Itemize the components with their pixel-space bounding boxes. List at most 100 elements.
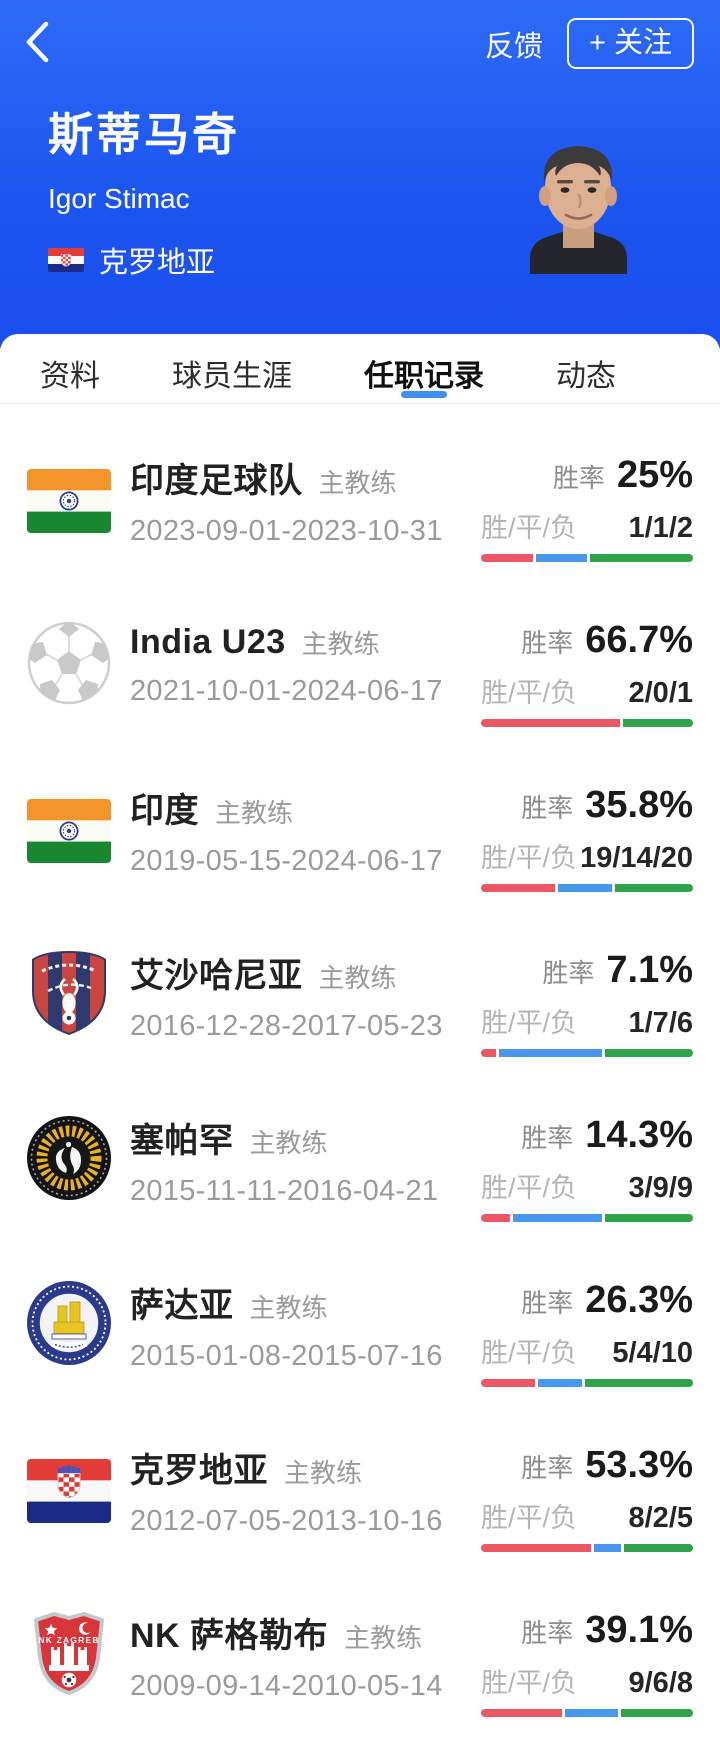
- tab-label: 资料: [40, 359, 100, 393]
- bar-win-segment: [481, 553, 533, 562]
- bar-draw-segment: [538, 1378, 582, 1387]
- wdl-line: 胜/平/负 9/6/8: [481, 1661, 693, 1700]
- wdl-bar: [481, 1048, 693, 1057]
- bar-win-segment: [481, 883, 555, 892]
- win-rate-label: 胜率: [542, 957, 595, 988]
- india-flag-icon: [27, 468, 111, 533]
- coach-identity: 斯蒂马奇 Igor Stimac: [48, 98, 240, 281]
- coach-role-label: 主教练: [318, 468, 397, 498]
- follow-button[interactable]: + 关注: [567, 18, 694, 69]
- wdl-label: 胜/平/负: [481, 1337, 578, 1368]
- coach-role-label: 主教练: [318, 963, 397, 993]
- record-stats: 胜率 26.3% 胜/平/负 5/4/10: [481, 1279, 693, 1387]
- wdl-line: 胜/平/负 1/1/2: [481, 506, 693, 545]
- wdl-bar: [481, 1708, 693, 1717]
- tab-news[interactable]: 动态: [556, 342, 616, 403]
- record-info: 塞帕罕 主教练 2015-11-11-2016-04-21: [112, 1113, 481, 1208]
- wdl-bar: [481, 1378, 693, 1387]
- team-name: 塞帕罕: [130, 1122, 234, 1160]
- wdl-value: 19/14/20: [580, 841, 693, 874]
- win-rate-value: 39.1%: [585, 1608, 693, 1651]
- win-rate-label: 胜率: [521, 792, 574, 823]
- wdl-value: 2/0/1: [628, 676, 694, 709]
- records-list: 印度足球队 主教练 2023-09-01-2023-10-31 胜率 25% 胜…: [0, 404, 720, 1738]
- win-rate-value: 35.8%: [585, 783, 693, 826]
- win-rate-value: 66.7%: [585, 618, 693, 661]
- record-row-3[interactable]: 艾沙哈尼亚 主教练 2016-12-28-2017-05-23 胜率 7.1% …: [0, 913, 720, 1078]
- record-title-line: 印度 主教练: [130, 783, 481, 832]
- win-rate-line: 胜率 7.1%: [481, 949, 693, 992]
- win-rate-label: 胜率: [521, 1452, 574, 1483]
- record-row-2[interactable]: 印度 主教练 2019-05-15-2024-06-17 胜率 35.8% 胜/…: [0, 748, 720, 913]
- tab-player-career[interactable]: 球员生涯: [172, 342, 292, 403]
- profile-header: 反馈 + 关注 斯蒂马奇 Igor Stimac: [0, 0, 720, 348]
- record-stats: 胜率 14.3% 胜/平/负 3/9/9: [481, 1114, 693, 1222]
- record-title-line: 克罗地亚 主教练: [130, 1443, 481, 1492]
- win-rate-label: 胜率: [521, 1617, 574, 1648]
- nationality-label: 克罗地亚: [99, 247, 216, 279]
- al-shahania-crest-icon: [31, 951, 107, 1040]
- coach-photo: [505, 116, 652, 274]
- bar-win-segment: [481, 1543, 591, 1552]
- bar-win-segment: [481, 1708, 562, 1717]
- bar-win-segment: [481, 1213, 511, 1222]
- record-stats: 胜率 35.8% 胜/平/负 19/14/20: [481, 784, 693, 892]
- bar-loss-segment: [615, 883, 693, 892]
- content-card: 资料 球员生涯 任职记录 动态 印度足球队 主教练 2023-09-01-2023-1…: [0, 334, 720, 1743]
- record-title-line: 萨达亚 主教练: [130, 1278, 481, 1327]
- wdl-line: 胜/平/负 8/2/5: [481, 1496, 693, 1535]
- bar-win-segment: [481, 718, 621, 727]
- tab-profile[interactable]: 资料: [40, 342, 100, 403]
- record-title-line: 艾沙哈尼亚 主教练: [130, 948, 481, 997]
- team-logo: [26, 788, 112, 874]
- win-rate-value: 7.1%: [606, 948, 693, 991]
- wdl-value: 9/6/8: [628, 1666, 694, 1699]
- record-row-6[interactable]: 克罗地亚 主教练 2012-07-05-2013-10-16 胜率 53.3% …: [0, 1408, 720, 1573]
- team-logo: [26, 458, 112, 544]
- wdl-bar: [481, 1213, 693, 1222]
- record-title-line: India U23 主教练: [130, 623, 481, 662]
- tab-label: 球员生涯: [172, 359, 292, 393]
- team-logo: [26, 1280, 112, 1371]
- record-info: 印度足球队 主教练 2023-09-01-2023-10-31: [112, 453, 481, 548]
- record-info: NK 萨格勒布 主教练 2009-09-14-2010-05-14: [112, 1608, 481, 1703]
- win-rate-value: 14.3%: [585, 1113, 693, 1156]
- wdl-label: 胜/平/负: [481, 842, 578, 873]
- win-rate-label: 胜率: [521, 1122, 574, 1153]
- bar-draw-segment: [557, 883, 613, 892]
- bar-draw-segment: [498, 1048, 602, 1057]
- bar-draw-segment: [513, 1213, 602, 1222]
- win-rate-line: 胜率 39.1%: [481, 1609, 693, 1652]
- record-row-7[interactable]: NK ZAGREB NK 萨格勒布 主教练 2009-09-14-2010-05…: [0, 1573, 720, 1738]
- bar-draw-segment: [593, 1543, 622, 1552]
- win-rate-value: 26.3%: [585, 1278, 693, 1321]
- wdl-value: 3/9/9: [628, 1171, 694, 1204]
- record-row-4[interactable]: 塞帕罕 主教练 2015-11-11-2016-04-21 胜率 14.3% 胜…: [0, 1078, 720, 1243]
- nk-zadar-crest-icon: [26, 1280, 112, 1371]
- team-name: India U23: [130, 623, 286, 661]
- feedback-button[interactable]: 反馈: [485, 23, 543, 65]
- bar-loss-segment: [623, 718, 693, 727]
- record-row-5[interactable]: 萨达亚 主教练 2015-01-08-2015-07-16 胜率 26.3% 胜…: [0, 1243, 720, 1408]
- wdl-bar: [481, 883, 693, 892]
- tab-coaching-record[interactable]: 任职记录: [364, 342, 484, 403]
- back-button[interactable]: [22, 20, 62, 68]
- nk-zagreb-crest-icon: NK ZAGREB: [30, 1610, 108, 1701]
- record-info: 克罗地亚 主教练 2012-07-05-2013-10-16: [112, 1443, 481, 1538]
- wdl-line: 胜/平/负 5/4/10: [481, 1331, 693, 1370]
- wdl-label: 胜/平/负: [481, 1667, 578, 1698]
- record-row-1[interactable]: India U23 主教练 2021-10-01-2024-06-17 胜率 6…: [0, 583, 720, 748]
- team-name: 印度足球队: [130, 462, 303, 500]
- tenure-period: 2009-09-14-2010-05-14: [130, 1670, 443, 1702]
- win-rate-line: 胜率 25%: [481, 454, 693, 497]
- win-rate-line: 胜率 53.3%: [481, 1444, 693, 1487]
- tab-bar: 资料 球员生涯 任职记录 动态: [0, 334, 720, 404]
- win-rate-line: 胜率 26.3%: [481, 1279, 693, 1322]
- bar-draw-segment: [564, 1708, 619, 1717]
- team-name: 艾沙哈尼亚: [130, 957, 303, 995]
- record-row-0[interactable]: 印度足球队 主教练 2023-09-01-2023-10-31 胜率 25% 胜…: [0, 418, 720, 583]
- croatia-flag-icon: [27, 1458, 111, 1523]
- wdl-bar: [481, 1543, 693, 1552]
- win-rate-label: 胜率: [521, 1287, 574, 1318]
